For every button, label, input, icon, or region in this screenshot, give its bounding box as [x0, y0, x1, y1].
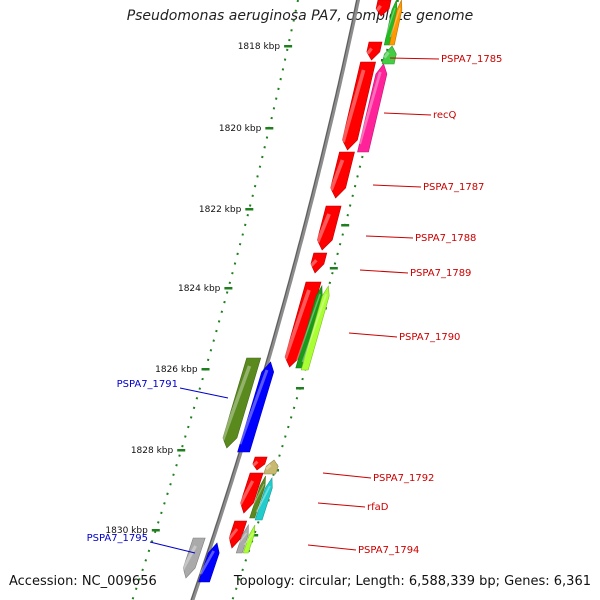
tick-label: 1822 kbp [199, 205, 242, 215]
gene-label[interactable]: recQ [383, 110, 457, 121]
gene-arrow[interactable] [300, 285, 330, 371]
map-title: Pseudomonas aeruginosa PA7, complete gen… [126, 8, 474, 24]
gene-arrow[interactable] [381, 45, 397, 65]
tick-mark [224, 287, 233, 290]
svg-text:rfaD: rfaD [367, 502, 389, 513]
tick-label: 1828 kbp [131, 446, 174, 456]
gene-arrow[interactable] [198, 542, 220, 583]
gene-arrow[interactable] [315, 205, 342, 251]
gene-arrow[interactable] [341, 61, 376, 151]
position-ticks: 1818 kbp 1820 kbp 1822 kbp 1824 kbp 1826 kbp… [105, 29, 396, 537]
gene-label[interactable]: PSPA7_1787 [372, 182, 484, 193]
svg-text:PSPA7_1788: PSPA7_1788 [415, 233, 476, 244]
gene-arrow[interactable] [238, 472, 264, 514]
gene-arrow[interactable] [388, 0, 403, 46]
gene-arrow[interactable] [254, 477, 273, 521]
svg-text:PSPA7_1789: PSPA7_1789 [410, 268, 471, 279]
gene-label[interactable]: PSPA7_1790 [348, 332, 460, 343]
genome-backbone [190, 0, 361, 600]
gene-arrow[interactable] [329, 151, 355, 199]
tick-mark [245, 208, 254, 211]
gene-arrow[interactable] [309, 252, 328, 274]
accession-text: Accession: NC_009656 [9, 574, 157, 589]
tick-label: 1824 kbp [178, 284, 221, 294]
gene-arrow[interactable] [180, 537, 206, 579]
gene-arrow[interactable] [249, 475, 266, 519]
gene-arrow[interactable] [295, 284, 323, 369]
gene-arrow[interactable] [375, 0, 392, 17]
gene-label[interactable]: PSPA7_1794 [307, 544, 419, 556]
gene-arrow[interactable] [242, 524, 256, 554]
gene-arrow[interactable] [263, 459, 279, 475]
gene-arrow[interactable] [237, 361, 275, 453]
gene-label[interactable]: PSPA7_1788 [365, 233, 476, 244]
tick-mark [265, 127, 274, 130]
tick-label: 1818 kbp [238, 42, 281, 52]
minus-strand-guide [131, 0, 299, 600]
tick-mark [177, 449, 186, 452]
gene-label[interactable]: PSPA7_1785 [389, 54, 502, 65]
svg-text:PSPA7_1792: PSPA7_1792 [373, 473, 434, 484]
gene-labels: PSPA7_1785 recQ PSPA7_1787 PSPA7_1788 PSPA7_… [87, 54, 503, 556]
svg-text:PSPA7_1787: PSPA7_1787 [423, 182, 484, 193]
tick-mark [284, 45, 293, 48]
svg-text:PSPA7_1791: PSPA7_1791 [117, 379, 178, 390]
gene-arrow[interactable] [283, 281, 322, 368]
tick-label: 1826 kbp [155, 365, 198, 375]
gene-arrow[interactable] [227, 520, 248, 549]
tick-label: 1830 kbp [105, 526, 148, 536]
gene-label[interactable]: PSPA7_1789 [359, 268, 471, 279]
feature-tick [341, 224, 350, 227]
svg-text:PSPA7_1785: PSPA7_1785 [441, 54, 502, 65]
gene-arrow[interactable] [235, 523, 249, 554]
svg-text:PSPA7_1795: PSPA7_1795 [87, 533, 148, 544]
gene-arrow[interactable] [366, 41, 383, 61]
feature-tick [329, 267, 338, 270]
gene-label[interactable]: PSPA7_1791 [117, 379, 229, 399]
svg-text:PSPA7_1794: PSPA7_1794 [358, 545, 419, 556]
svg-text:PSPA7_1790: PSPA7_1790 [399, 332, 460, 343]
gene-features [180, 0, 403, 583]
gene-arrow[interactable] [383, 0, 398, 46]
svg-text:recQ: recQ [433, 110, 457, 121]
backbone-line [190, 0, 361, 600]
genome-stats-text: Topology: circular; Length: 6,588,339 bp… [233, 574, 591, 589]
tick-mark [151, 529, 160, 532]
gene-label[interactable]: PSPA7_1795 [87, 533, 196, 554]
backbone-shadow [190, 0, 358, 600]
gene-label[interactable]: PSPA7_1792 [322, 472, 434, 484]
gene-label[interactable]: rfaD [317, 502, 389, 513]
tick-mark [201, 368, 210, 371]
tick-label: 1820 kbp [219, 124, 262, 134]
gene-arrow[interactable] [357, 63, 388, 153]
feature-tick [295, 387, 304, 390]
gene-arrow[interactable] [252, 456, 268, 471]
gene-arrow[interactable] [220, 357, 262, 449]
